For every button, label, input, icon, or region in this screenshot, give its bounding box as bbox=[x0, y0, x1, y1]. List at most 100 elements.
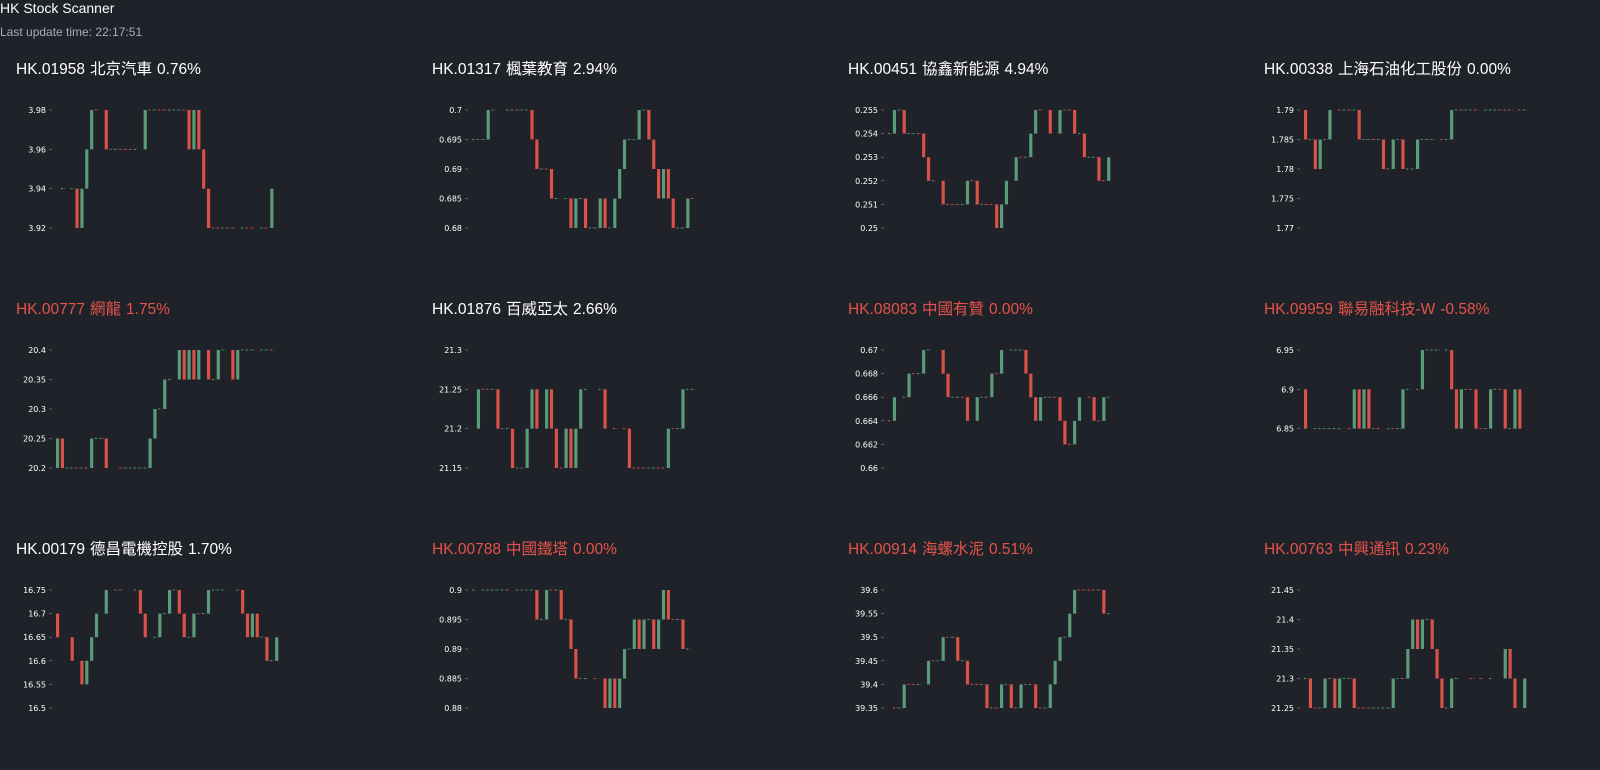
stock-title[interactable]: HK.09959 聯易融科技-W -0.58% bbox=[1264, 300, 1489, 320]
candle-up bbox=[990, 373, 994, 398]
candlestick-chart: 0.255 0.254 0.253 0.252 0.251 0.25 bbox=[855, 106, 1111, 233]
candle-down bbox=[559, 590, 563, 620]
candle-up bbox=[1328, 110, 1332, 140]
candle-down bbox=[535, 139, 539, 169]
stock-title[interactable]: HK.01317 楓葉教育 2.94% bbox=[432, 60, 617, 80]
candle-down bbox=[241, 590, 245, 614]
candle-down bbox=[1308, 678, 1313, 708]
stock-panel[interactable]: HK.01317 楓葉教育 2.94% 0.7 0.695 0.69 0.685 0.68 bbox=[416, 60, 816, 290]
y-tick-label: 21.25 bbox=[439, 385, 462, 394]
stock-panel[interactable]: HK.09959 聯易融科技-W -0.58% 6.95 6.9 6.85 bbox=[1248, 300, 1600, 530]
stock-panel[interactable]: HK.01876 百威亞太 2.66% 21.3 21.25 21.2 21.15 bbox=[416, 300, 816, 530]
candle-up bbox=[1523, 678, 1527, 708]
stock-name: 中國鐵塔 bbox=[505, 541, 568, 558]
stock-name: 中國有贊 bbox=[921, 301, 984, 318]
stock-title[interactable]: HK.00777 網龍 1.75% bbox=[16, 300, 170, 320]
candle-down bbox=[530, 110, 534, 140]
candle-up bbox=[236, 350, 240, 380]
y-tick-label: 21.25 bbox=[1271, 704, 1294, 713]
y-tick-label: 0.685 bbox=[439, 195, 462, 204]
candle-down bbox=[965, 660, 970, 685]
stock-name: 德昌電機控股 bbox=[89, 541, 183, 558]
candle-down bbox=[652, 139, 656, 169]
candle-up bbox=[1034, 110, 1038, 134]
candle-up bbox=[476, 389, 481, 429]
candle-up bbox=[486, 110, 490, 140]
y-tick-label: 6.95 bbox=[1276, 346, 1294, 355]
candle-down bbox=[245, 613, 250, 638]
candlestick-chart: 39.6 39.55 39.5 39.45 39.4 39.35 bbox=[855, 586, 1112, 713]
candle-down bbox=[75, 188, 79, 228]
candle-down bbox=[569, 428, 573, 468]
stock-name: 聯易融科技-W bbox=[1337, 301, 1436, 318]
stock-panel[interactable]: HK.00914 海螺水泥 0.51% 39.6 39.55 39.5 39.45 39.4 3… bbox=[832, 540, 1232, 770]
candle-up bbox=[1503, 649, 1507, 679]
y-tick-label: 0.664 bbox=[855, 417, 878, 426]
candle-up bbox=[661, 590, 666, 620]
candle-down bbox=[80, 660, 84, 685]
y-tick-label: 21.15 bbox=[439, 464, 462, 473]
candle-up bbox=[1513, 389, 1517, 429]
candle-down bbox=[138, 590, 142, 614]
candle-down bbox=[985, 684, 989, 708]
y-tick-label: 3.92 bbox=[28, 224, 46, 233]
stock-panel[interactable]: HK.00451 協鑫新能源 4.94% 0.255 0.254 0.253 0.252 0.… bbox=[832, 60, 1232, 290]
y-tick-label: 0.666 bbox=[855, 393, 878, 402]
candle-up bbox=[618, 678, 622, 708]
stock-panel[interactable]: HK.00179 德昌電機控股 1.70% 16.75 16.7 16.65 16.6 16.… bbox=[0, 540, 400, 770]
stock-change-pct: 0.51% bbox=[988, 541, 1033, 558]
candle-down bbox=[603, 678, 607, 708]
y-tick-label: 16.7 bbox=[28, 610, 46, 619]
candle-up bbox=[275, 637, 279, 661]
y-tick-label: 21.3 bbox=[444, 346, 462, 355]
y-tick-label: 39.55 bbox=[855, 610, 878, 619]
stock-title[interactable]: HK.00451 協鑫新能源 4.94% bbox=[848, 60, 1048, 80]
y-tick-label: 0.254 bbox=[855, 130, 878, 139]
candle-up bbox=[163, 379, 167, 409]
stock-title[interactable]: HK.00788 中國鐵塔 0.00% bbox=[432, 540, 617, 560]
y-tick-label: 0.252 bbox=[855, 177, 878, 186]
candle-up bbox=[1406, 649, 1410, 679]
candle-down bbox=[535, 590, 539, 620]
stock-title[interactable]: HK.00763 中興通訊 0.23% bbox=[1264, 540, 1449, 560]
stock-code: HK.08083 bbox=[848, 301, 917, 318]
stock-panel[interactable]: HK.00338 上海石油化工股份 0.00% 1.79 1.785 1.78 1.775 1… bbox=[1248, 60, 1600, 290]
candle-up bbox=[1352, 389, 1356, 429]
candle-up bbox=[153, 409, 157, 439]
stock-title[interactable]: HK.08083 中國有贊 0.00% bbox=[848, 300, 1033, 320]
stock-panel[interactable]: HK.01958 北京汽車 0.76% 3.98 3.96 3.94 3.92 bbox=[0, 60, 400, 290]
stock-title[interactable]: HK.00914 海螺水泥 0.51% bbox=[848, 540, 1033, 560]
stock-panel[interactable]: HK.00763 中興通訊 0.23% 21.45 21.4 21.35 21.3 21.25 bbox=[1248, 540, 1600, 770]
candle-down bbox=[1304, 389, 1308, 429]
y-tick-label: 0.895 bbox=[439, 616, 462, 625]
candle-down bbox=[1082, 133, 1086, 158]
candle-up bbox=[574, 428, 578, 468]
stock-panel[interactable]: HK.00777 網龍 1.75% 20.4 20.35 20.3 20.25 20.2 bbox=[0, 300, 400, 530]
stock-title[interactable]: HK.01958 北京汽車 0.76% bbox=[16, 60, 201, 80]
last-update: Last update time: 22:17:51 bbox=[0, 24, 142, 40]
candle-down bbox=[926, 157, 931, 181]
y-tick-label: 0.9 bbox=[449, 586, 462, 595]
candle-down bbox=[1352, 678, 1356, 708]
candle-up bbox=[1004, 180, 1009, 205]
candle-down bbox=[1450, 350, 1454, 390]
stock-title[interactable]: HK.01876 百威亞太 2.66% bbox=[432, 300, 617, 320]
candle-down bbox=[666, 169, 670, 199]
candle-up bbox=[661, 169, 666, 199]
candle-up bbox=[618, 169, 622, 199]
stock-name: 百威亞太 bbox=[505, 301, 568, 318]
stock-panel[interactable]: HK.08083 中國有贊 0.00% 0.67 0.668 0.666 0.664 0.66… bbox=[832, 300, 1232, 530]
stock-panel[interactable]: HK.00788 中國鐵塔 0.00% 0.9 0.895 0.89 0.885 0.88 bbox=[416, 540, 816, 770]
candle-down bbox=[1401, 139, 1405, 169]
stock-title[interactable]: HK.00179 德昌電機控股 1.70% bbox=[16, 540, 232, 560]
candle-up bbox=[197, 350, 201, 380]
stock-code: HK.00763 bbox=[1264, 541, 1333, 558]
candle-down bbox=[1430, 619, 1434, 649]
stock-title[interactable]: HK.00338 上海石油化工股份 0.00% bbox=[1264, 60, 1511, 80]
candle-up bbox=[90, 637, 94, 661]
stock-name: 協鑫新能源 bbox=[921, 61, 1000, 78]
candle-up bbox=[1068, 613, 1072, 638]
candle-up bbox=[907, 373, 911, 398]
y-tick-label: 16.5 bbox=[28, 704, 46, 713]
candle-up bbox=[1401, 389, 1405, 429]
